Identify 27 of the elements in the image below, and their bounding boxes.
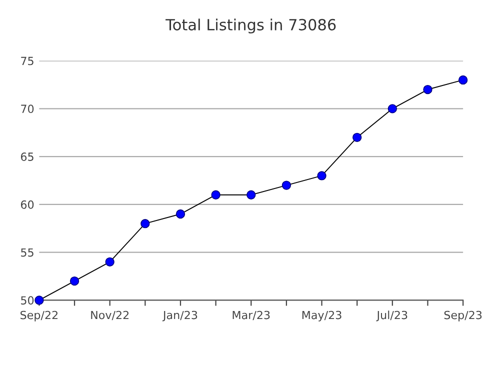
x-tick-label: Jan/23 [162,310,198,322]
point [317,171,326,180]
y-tick-label: 60 [20,200,34,209]
point [105,257,114,266]
point [34,296,44,305]
point [176,209,186,219]
point [70,276,80,286]
y-tick-label: 50 [21,296,34,305]
point [282,180,292,190]
point [211,190,220,200]
point [140,219,150,228]
point [423,84,432,94]
point [388,104,397,114]
point [352,132,362,142]
chart-title: Total Listings in 73086 [166,18,336,34]
x-tick-label: Nov/22 [91,310,129,320]
y-tick-label: 65 [20,152,34,161]
x-tick-label: Sep/23 [444,310,482,322]
point [458,75,468,85]
x-tick-label: May/23 [302,310,342,322]
y-tick-label: 55 [21,248,34,257]
y-tick-label: 75 [21,56,34,66]
x-tick-label: Jul/23 [376,310,408,322]
x-tick-label: Mar/23 [232,310,270,320]
y-tick-label: 70 [21,104,34,114]
x-tick-label: Sep/22 [20,310,58,322]
point [246,190,256,200]
